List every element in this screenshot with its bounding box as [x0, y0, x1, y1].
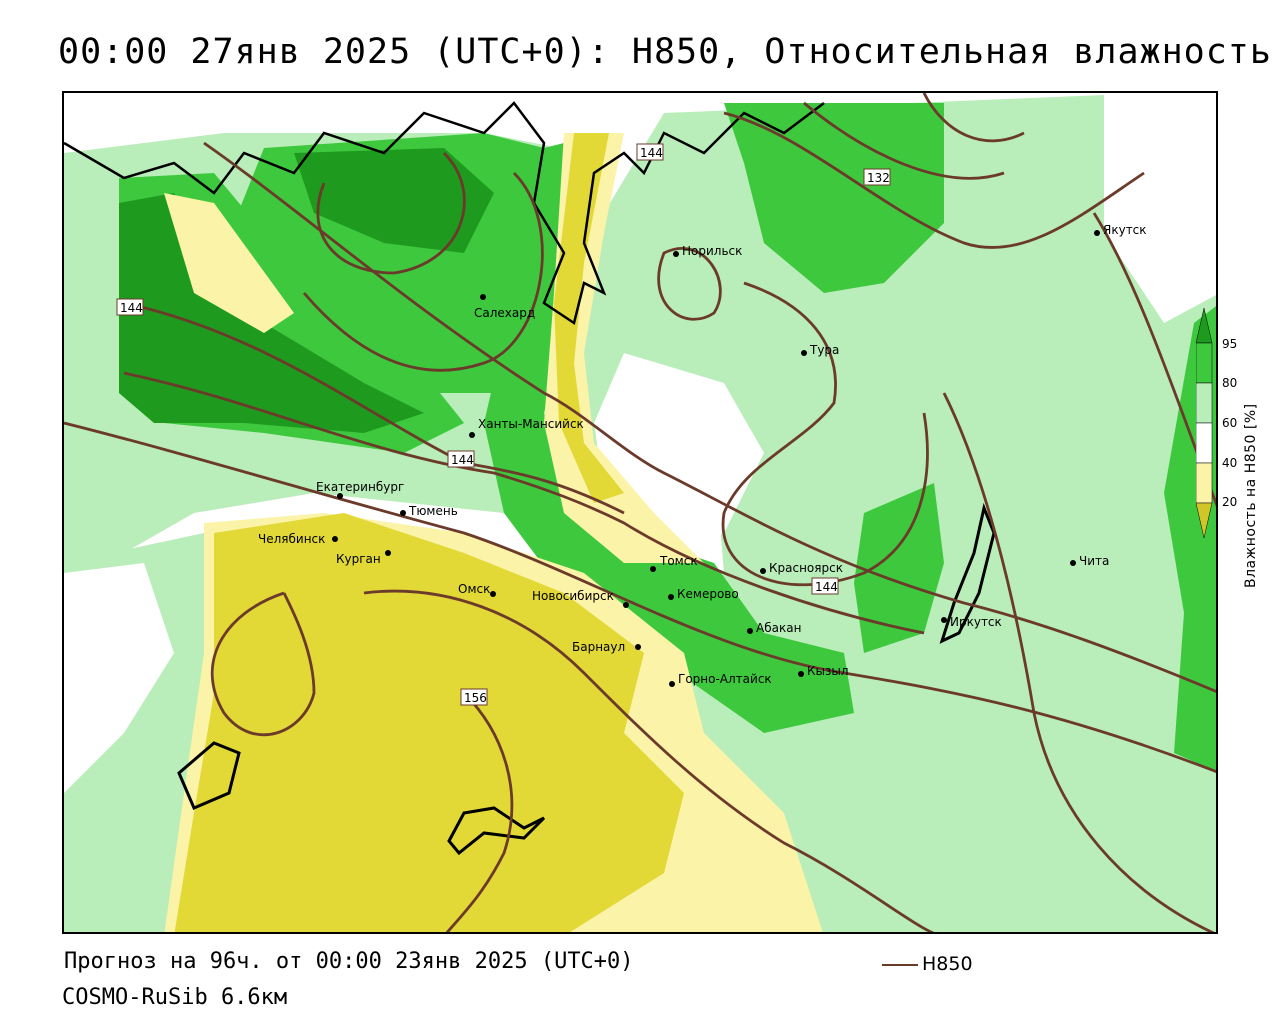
contour-line-swatch	[882, 963, 918, 966]
city-yekaterinburg: Екатеринбург	[316, 480, 404, 499]
colorbar-title: Влажность на H850 [%]	[1243, 403, 1259, 588]
map-panel: 144 144 132 144 144 156 Норильск Якутск …	[62, 91, 1218, 934]
h850-contour-line	[316, 152, 466, 275]
city-markers: Норильск Якутск Салехард Тура Ханты-Манс…	[258, 223, 1147, 687]
humidity-zone-green-northeast	[724, 103, 944, 293]
city-krasnoyarsk: Красноярск	[760, 561, 843, 575]
h850-contour-line	[302, 172, 544, 372]
contour-label: 144	[451, 453, 474, 467]
contour-label: 144	[815, 580, 838, 594]
svg-text:Кызыл: Кызыл	[807, 664, 849, 678]
svg-text:Чита: Чита	[1079, 554, 1109, 568]
city-novosibirsk: Новосибирск	[532, 589, 629, 608]
colorbar-segment-60	[1196, 422, 1213, 464]
svg-text:Курган: Курган	[336, 552, 381, 566]
colorbar-segment-40	[1196, 462, 1213, 504]
aral-sea	[177, 741, 241, 810]
svg-text:Горно-Алтайск: Горно-Алтайск	[678, 672, 772, 686]
forecast-caption: Прогноз на 96ч. от 00:00 23янв 2025 (UTC…	[64, 949, 634, 974]
city-kyzyl: Кызыл	[798, 664, 849, 678]
model-caption: COSMO-RuSib 6.6км	[62, 985, 288, 1010]
humidity-zone-dark-green-north	[294, 148, 494, 253]
colorbar-tick: 20	[1222, 495, 1238, 509]
svg-text:Ханты-Мансийск: Ханты-Мансийск	[478, 417, 584, 431]
svg-text:Омск: Омск	[458, 582, 490, 596]
city-chita: Чита	[1070, 554, 1109, 568]
city-kemerovo: Кемерово	[668, 587, 739, 601]
city-norilsk: Норильск	[673, 244, 742, 258]
h850-contour-line	[723, 111, 1145, 249]
h850-contour-line	[942, 392, 1215, 932]
svg-text:Барнаул: Барнаул	[572, 640, 625, 654]
svg-text:Норильск: Норильск	[682, 244, 742, 258]
colorbar-tick: 80	[1222, 376, 1238, 390]
svg-text:Тюмень: Тюмень	[408, 504, 458, 518]
lake-balkhash	[447, 806, 546, 856]
city-barnaul: Барнаул	[572, 640, 641, 654]
city-abakan: Абакан	[747, 621, 801, 635]
city-irkutsk: Иркутск	[941, 615, 1002, 629]
humidity-colorbar	[1196, 308, 1213, 539]
h850-contour-line	[123, 301, 625, 515]
svg-text:Иркутск: Иркутск	[950, 615, 1002, 629]
colorbar-bottom-triangle	[1196, 502, 1213, 539]
city-tyumen: Тюмень	[400, 504, 458, 518]
map-title: 00:00 27янв 2025 (UTC+0): H850, Относите…	[58, 32, 1272, 72]
svg-text:Екатеринбург: Екатеринбург	[316, 480, 404, 494]
h850-contour-line	[657, 247, 722, 321]
humidity-zone-green-east	[854, 483, 944, 653]
contour-label: 132	[867, 171, 890, 185]
colorbar-tick: 95	[1222, 337, 1238, 351]
h850-contour-line	[803, 101, 1005, 180]
svg-text:Абакан: Абакан	[756, 621, 801, 635]
colorbar-tick: 40	[1222, 456, 1238, 470]
city-khanty-mansiysk: Ханты-Мансийск	[469, 417, 584, 438]
h850-contour-line	[721, 281, 929, 587]
contour-label: 144	[120, 301, 143, 315]
h850-contour-line	[363, 589, 935, 932]
svg-text:Челябинск: Челябинск	[258, 532, 325, 546]
city-chelyabinsk: Челябинск	[258, 532, 338, 546]
city-kurgan: Курган	[336, 550, 391, 566]
humidity-zone-yellow-main	[174, 513, 684, 932]
svg-text:Новосибирск: Новосибирск	[532, 589, 614, 603]
h850-contour-line	[203, 141, 1216, 693]
svg-text:Кемерово: Кемерово	[677, 587, 739, 601]
contour-line-label: H850	[922, 953, 973, 975]
svg-text:Якутск: Якутск	[1103, 223, 1147, 237]
svg-text:Салехард: Салехард	[474, 306, 535, 320]
humidity-zone-white-northeast	[1104, 93, 1216, 323]
h850-contour-line	[123, 371, 925, 635]
svg-text:Томск: Томск	[659, 554, 698, 568]
contour-labels: 144 144 132 144 144 156	[116, 143, 891, 706]
humidity-map: 144 144 132 144 144 156 Норильск Якутск …	[64, 93, 1216, 932]
city-salekhard: Салехард	[474, 294, 535, 320]
colorbar-segment-95	[1196, 342, 1213, 384]
contour-label: 144	[640, 146, 663, 160]
colorbar-tick: 60	[1222, 416, 1238, 430]
humidity-zone-light-yellow-northwest	[164, 193, 294, 333]
contour-line-legend: H850	[882, 953, 973, 975]
h850-contour-line	[445, 692, 514, 932]
city-tomsk: Томск	[650, 554, 698, 572]
colorbar-top-triangle	[1196, 308, 1213, 344]
h850-contour-line	[64, 421, 1216, 773]
h850-contour-line	[210, 591, 316, 737]
colorbar-segment-80	[1196, 382, 1213, 424]
city-omsk: Омск	[458, 582, 496, 597]
humidity-zone-white-west	[64, 563, 174, 793]
lake-baikal	[939, 502, 996, 644]
svg-text:Красноярск: Красноярск	[769, 561, 843, 575]
h850-contour-line	[922, 93, 1025, 143]
city-yakutsk: Якутск	[1094, 223, 1147, 237]
city-tura: Тура	[801, 343, 839, 357]
svg-text:Тура: Тура	[809, 343, 839, 357]
city-gorno-altaysk: Горно-Алтайск	[669, 672, 772, 687]
h850-contours	[64, 93, 1216, 932]
contour-label: 156	[464, 691, 487, 705]
